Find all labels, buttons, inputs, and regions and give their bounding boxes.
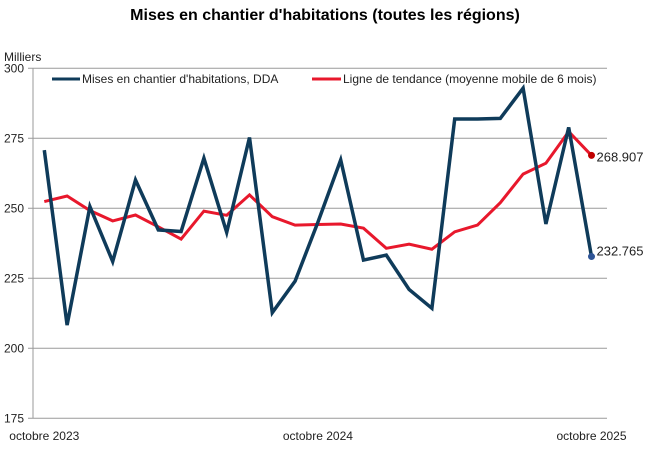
legend-label-series-1: Ligne de tendance (moyenne mobile de 6 m…: [343, 72, 597, 86]
x-tick-label: octobre 2023: [9, 429, 79, 443]
y-tick-label: 175: [4, 411, 24, 425]
data-label-series-1: 268.907: [597, 149, 644, 164]
y-tick-label: 225: [4, 271, 24, 285]
y-tick-label: 250: [4, 201, 24, 215]
y-tick-label: 300: [4, 61, 24, 75]
x-tick-label: octobre 2025: [556, 429, 626, 443]
chart-title: Mises en chantier d'habitations (toutes …: [130, 7, 520, 24]
series-line-0: [42, 83, 594, 326]
series-line-1: [43, 129, 593, 251]
legend: Mises en chantier d'habitations, DDA Lig…: [52, 72, 597, 86]
y-axis-label: Milliers: [4, 50, 41, 64]
y-tick-label: 200: [4, 341, 24, 355]
x-tick-label: octobre 2024: [283, 429, 353, 443]
data-point-series-1: [588, 151, 595, 159]
data-point-series-0: [588, 253, 595, 261]
y-tick-label: 275: [4, 131, 24, 145]
legend-label-series-0: Mises en chantier d'habitations, DDA: [82, 72, 278, 86]
data-label-series-0: 232.765: [597, 244, 644, 259]
